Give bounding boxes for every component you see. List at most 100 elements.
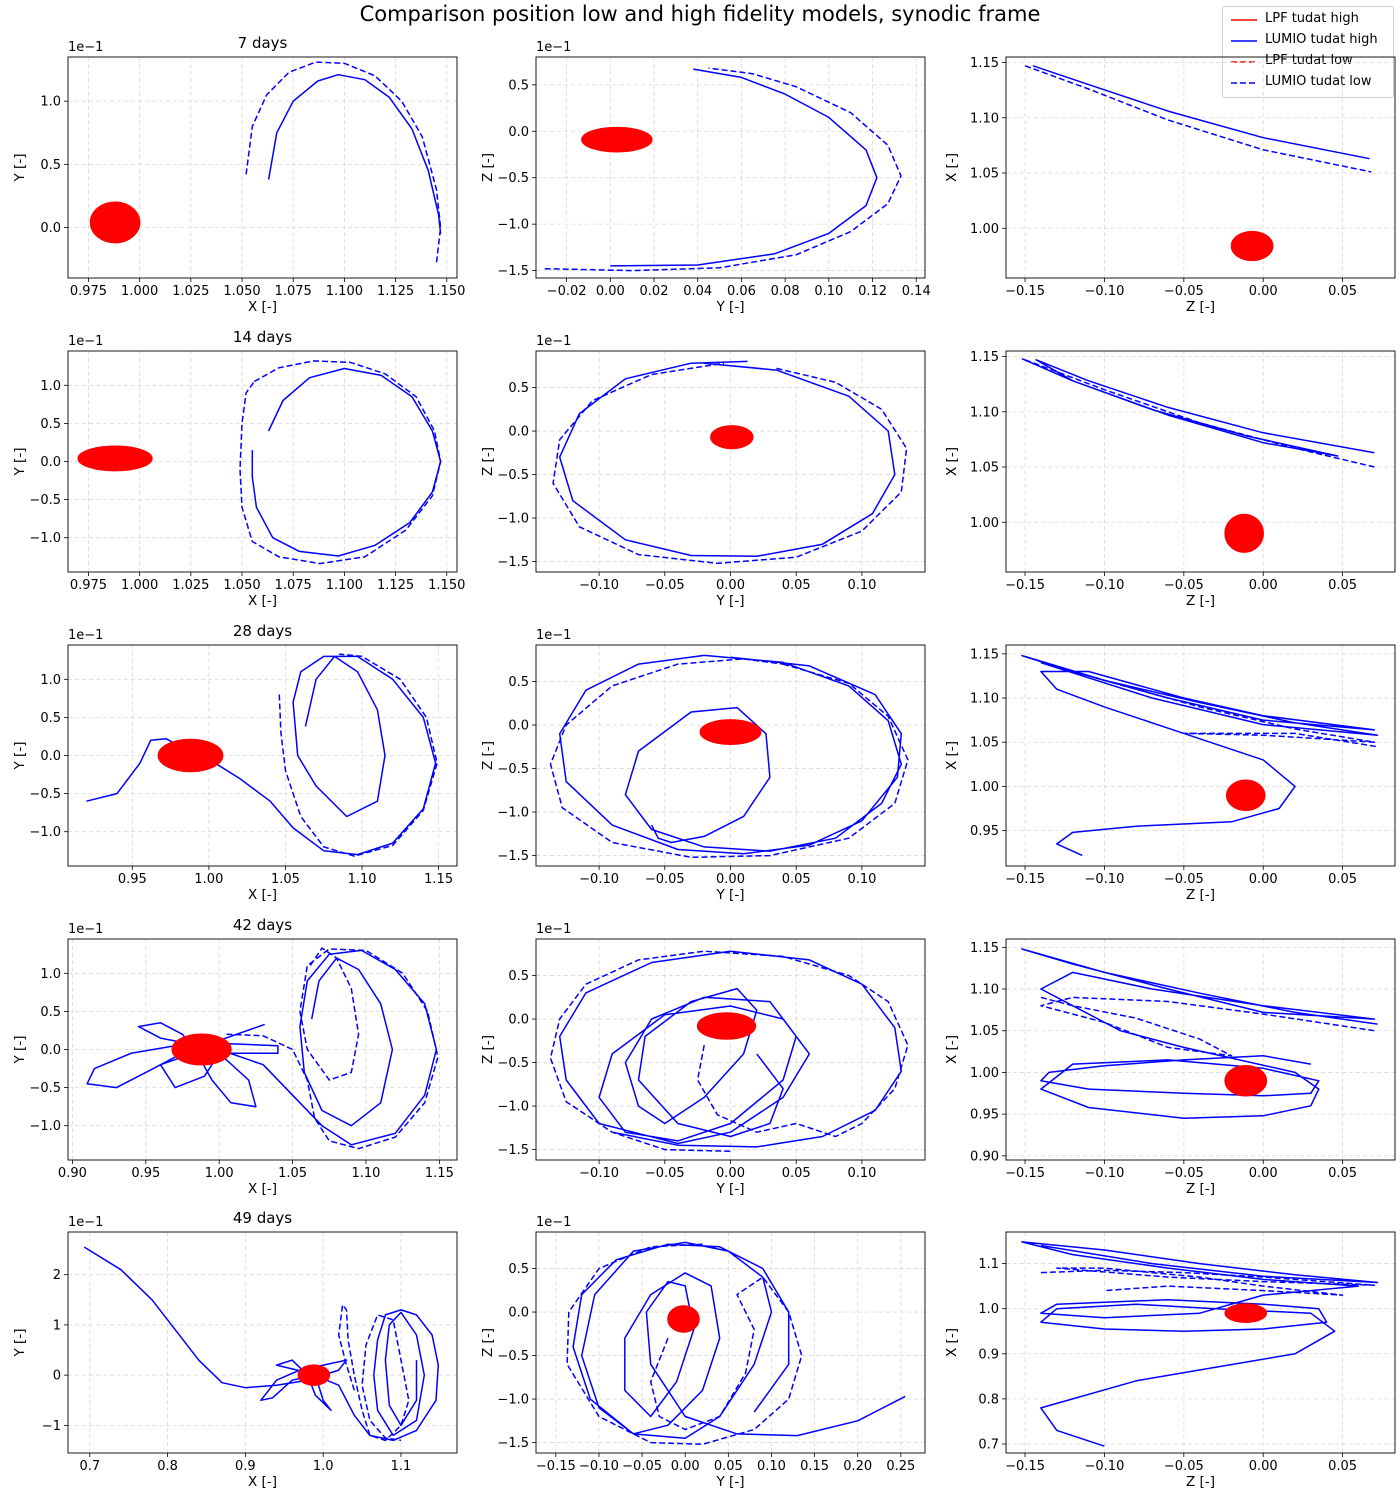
x-tick-label: 1.150 xyxy=(428,284,465,299)
y-tick-label: −1.0 xyxy=(497,512,529,527)
x-tick-label: 0.02 xyxy=(640,284,669,299)
x-axis-label: Z [-] xyxy=(1186,887,1215,903)
y-tick-label: 0.5 xyxy=(40,417,61,432)
x-tick-label: 0.05 xyxy=(1328,578,1357,593)
axes-frame xyxy=(67,938,458,1161)
subplot-2-2: −0.10 −0.05 0.00 0.05 0.10 −1.5 −1.0 −0.5 0.0 0.5… xyxy=(480,334,926,609)
x-tick-label: −0.05 xyxy=(1164,1459,1204,1474)
y-tick-label: 1.05 xyxy=(970,461,999,476)
x-axis-label: Y [-] xyxy=(716,299,745,315)
x-tick-label: −0.10 xyxy=(1085,284,1125,299)
x-tick-label: 0.00 xyxy=(1249,1166,1278,1181)
y-tick-label: 0.0 xyxy=(508,1306,529,1321)
x-tick-label: −0.15 xyxy=(536,1459,576,1474)
x-tick-label: −0.10 xyxy=(579,578,619,593)
plot-area xyxy=(89,61,442,263)
y-tick-label: −1.0 xyxy=(29,1119,61,1134)
axis-offset-label: 1e−1 xyxy=(68,1215,103,1230)
x-tick-label: 0.05 xyxy=(782,872,811,887)
x-tick-label: 0.00 xyxy=(716,1166,745,1181)
subplot-5-2: −0.15 −0.10 −0.05 0.00 0.05 0.10 0.15 0.20 0.25 −… xyxy=(480,1215,926,1490)
axis-offset-label: 1e−1 xyxy=(536,40,571,55)
y-axis-label: Z [-] xyxy=(480,153,496,182)
legend-label: LUMIO tudat low xyxy=(1265,74,1372,89)
x-tick-label: −0.10 xyxy=(579,872,619,887)
x-tick-label: 0.10 xyxy=(847,1166,876,1181)
x-tick-label: 0.05 xyxy=(1328,1166,1357,1181)
subplot-4-3: −0.15 −0.10 −0.05 0.00 0.05 0.90 0.95 1.00 1.05 1… xyxy=(944,938,1396,1197)
y-tick-label: 0.9 xyxy=(978,1347,999,1362)
x-tick-label: 0.06 xyxy=(727,284,756,299)
subplot-1-2: −0.02 0.00 0.02 0.04 0.06 0.08 0.10 0.12 0.14 −1.… xyxy=(480,40,931,315)
x-tick-label: 1.15 xyxy=(424,872,453,887)
y-tick-label: 0.7 xyxy=(978,1437,999,1452)
x-tick-label: 1.05 xyxy=(271,872,300,887)
x-tick-label: −0.05 xyxy=(1164,578,1204,593)
x-tick-label: −0.05 xyxy=(645,578,685,593)
legend-label: LUMIO tudat high xyxy=(1265,32,1378,47)
axis-offset-label: 1e−1 xyxy=(68,922,103,937)
lumio-high-trajectory xyxy=(267,73,442,234)
y-tick-label: 1.05 xyxy=(970,167,999,182)
x-tick-label: 0.20 xyxy=(843,1459,872,1474)
x-tick-label: 1.150 xyxy=(428,578,465,593)
x-axis-label: Z [-] xyxy=(1186,1474,1215,1490)
subplot-2-1: 0.975 1.000 1.025 1.050 1.075 1.100 1.125 1.150… xyxy=(12,328,465,609)
y-tick-label: 1.00 xyxy=(970,1066,999,1081)
plot-area xyxy=(549,654,909,859)
x-axis-label: Y [-] xyxy=(716,1474,745,1490)
y-tick-label: 1.15 xyxy=(970,350,999,365)
plot-area xyxy=(86,653,438,857)
axes-frame xyxy=(67,350,458,573)
lumio-high-trajectory xyxy=(610,68,878,267)
legend-label: LPF tudat high xyxy=(1265,11,1359,26)
plot-area xyxy=(1021,1241,1379,1447)
y-tick-label: 1.15 xyxy=(970,941,999,956)
x-tick-label: 1.075 xyxy=(275,284,312,299)
y-tick-label: −1.0 xyxy=(29,531,61,546)
plot-area xyxy=(1021,948,1378,1120)
lumio-high-trajectory xyxy=(572,1241,906,1439)
y-axis-label: Y [-] xyxy=(12,1329,28,1358)
x-tick-label: 0.95 xyxy=(131,1166,160,1181)
axes-frame xyxy=(67,1231,458,1454)
lpf-trajectory xyxy=(667,1305,700,1333)
y-tick-label: −1.5 xyxy=(497,849,529,864)
y-tick-label: 0 xyxy=(53,1369,61,1384)
x-tick-label: −0.15 xyxy=(1005,578,1045,593)
y-tick-label: 0.0 xyxy=(40,749,61,764)
lpf-trajectory xyxy=(157,738,224,773)
lumio-low-trajectory xyxy=(337,1304,410,1442)
axis-offset-label: 1e−1 xyxy=(68,334,103,349)
y-axis-label: Z [-] xyxy=(480,1035,496,1064)
lumio-high-trajectory xyxy=(1021,358,1375,457)
lumio-low-trajectory xyxy=(226,947,439,1150)
y-tick-label: −0.5 xyxy=(497,171,529,186)
y-tick-label: 1.10 xyxy=(970,692,999,707)
x-tick-label: 1.025 xyxy=(172,284,209,299)
y-tick-label: 1 xyxy=(53,1318,61,1333)
y-tick-label: 1.0 xyxy=(40,673,61,688)
lumio-high-trajectory xyxy=(1021,948,1378,1120)
plot-area xyxy=(1021,654,1379,857)
y-tick-label: −0.5 xyxy=(497,1349,529,1364)
legend-swatch xyxy=(1231,82,1257,84)
lpf-trajectory xyxy=(297,1364,331,1386)
figure-title: Comparison position low and high fidelit… xyxy=(359,2,1041,26)
x-tick-label: −0.15 xyxy=(1005,872,1045,887)
legend-label: LPF tudat low xyxy=(1265,53,1353,68)
x-tick-label: 0.00 xyxy=(1249,578,1278,593)
subplot-3-2: −0.10 −0.05 0.00 0.05 0.10 −1.5 −1.0 −0.5 0.0 0.5… xyxy=(480,628,926,903)
x-tick-label: −0.05 xyxy=(645,1166,685,1181)
x-tick-label: 0.15 xyxy=(800,1459,829,1474)
lpf-trajectory xyxy=(699,719,762,745)
subplot-title: 49 days xyxy=(233,1209,292,1227)
x-tick-label: 1.050 xyxy=(223,284,260,299)
x-tick-label: 0.8 xyxy=(157,1459,178,1474)
axis-offset-label: 1e−1 xyxy=(68,628,103,643)
x-tick-label: −0.15 xyxy=(1005,284,1045,299)
x-axis-label: Z [-] xyxy=(1186,593,1215,609)
lumio-low-trajectory xyxy=(1024,655,1378,748)
legend-swatch xyxy=(1231,40,1257,42)
y-axis-label: X [-] xyxy=(944,447,960,476)
